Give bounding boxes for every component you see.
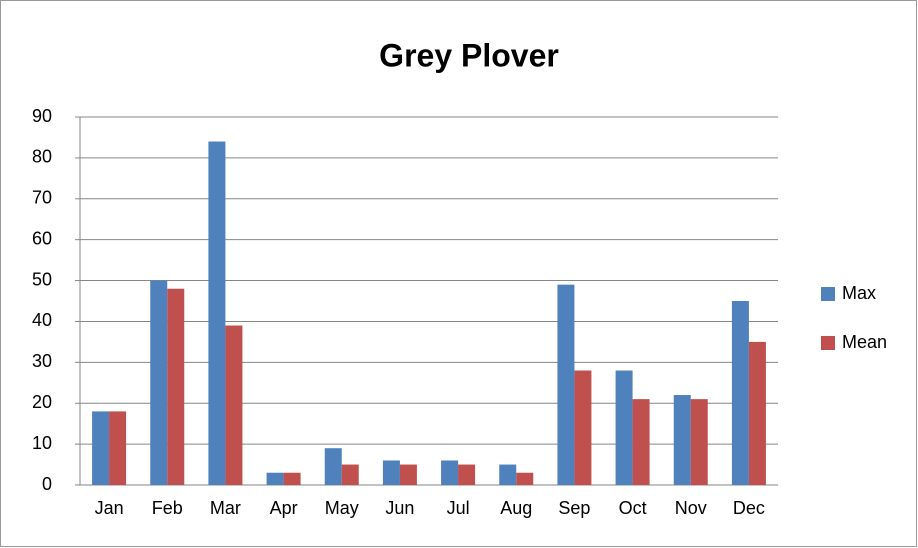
bar xyxy=(441,460,459,485)
bar xyxy=(574,370,592,485)
x-tick-label: Sep xyxy=(558,498,590,518)
bar xyxy=(283,472,301,485)
bar xyxy=(266,472,284,485)
bar xyxy=(615,370,633,485)
x-tick-label: Feb xyxy=(152,498,183,518)
legend-swatch xyxy=(821,287,835,301)
x-tick-label: Mar xyxy=(210,498,241,518)
bar xyxy=(150,280,168,485)
y-tick-label: 20 xyxy=(32,392,52,412)
bar xyxy=(458,464,476,485)
y-tick-label: 30 xyxy=(32,351,52,371)
legend-label: Mean xyxy=(842,332,887,352)
y-tick-label: 40 xyxy=(32,310,52,330)
bar xyxy=(557,284,575,485)
bar xyxy=(109,411,127,485)
y-tick-label: 80 xyxy=(32,147,52,167)
bar xyxy=(516,472,534,485)
x-tick-label: Dec xyxy=(733,498,765,518)
bar xyxy=(92,411,110,485)
x-tick-label: Apr xyxy=(270,498,298,518)
x-tick-label: Jul xyxy=(447,498,470,518)
y-tick-label: 60 xyxy=(32,228,52,248)
bar xyxy=(208,141,226,486)
bar xyxy=(324,448,342,485)
x-tick-label: Jan xyxy=(95,498,124,518)
chart-title: Grey Plover xyxy=(379,37,559,73)
legend-label: Max xyxy=(842,283,876,303)
x-tick-label: Aug xyxy=(500,498,532,518)
bar xyxy=(225,325,243,485)
bar xyxy=(499,464,517,485)
bar xyxy=(382,460,400,485)
bar xyxy=(731,301,749,485)
y-tick-label: 0 xyxy=(42,474,52,494)
y-tick-label: 10 xyxy=(32,433,52,453)
legend-swatch xyxy=(821,336,835,350)
x-tick-label: May xyxy=(325,498,359,518)
bar xyxy=(673,395,691,485)
bar xyxy=(632,399,650,485)
bar xyxy=(748,341,766,485)
bar xyxy=(399,464,417,485)
y-tick-label: 50 xyxy=(32,269,52,289)
y-tick-label: 70 xyxy=(32,188,52,208)
y-tick-label: 90 xyxy=(32,106,52,126)
x-tick-label: Jun xyxy=(385,498,414,518)
bar xyxy=(167,288,185,485)
bar xyxy=(341,464,359,485)
bar xyxy=(690,399,708,485)
x-tick-label: Nov xyxy=(675,498,707,518)
x-tick-label: Oct xyxy=(619,498,647,518)
